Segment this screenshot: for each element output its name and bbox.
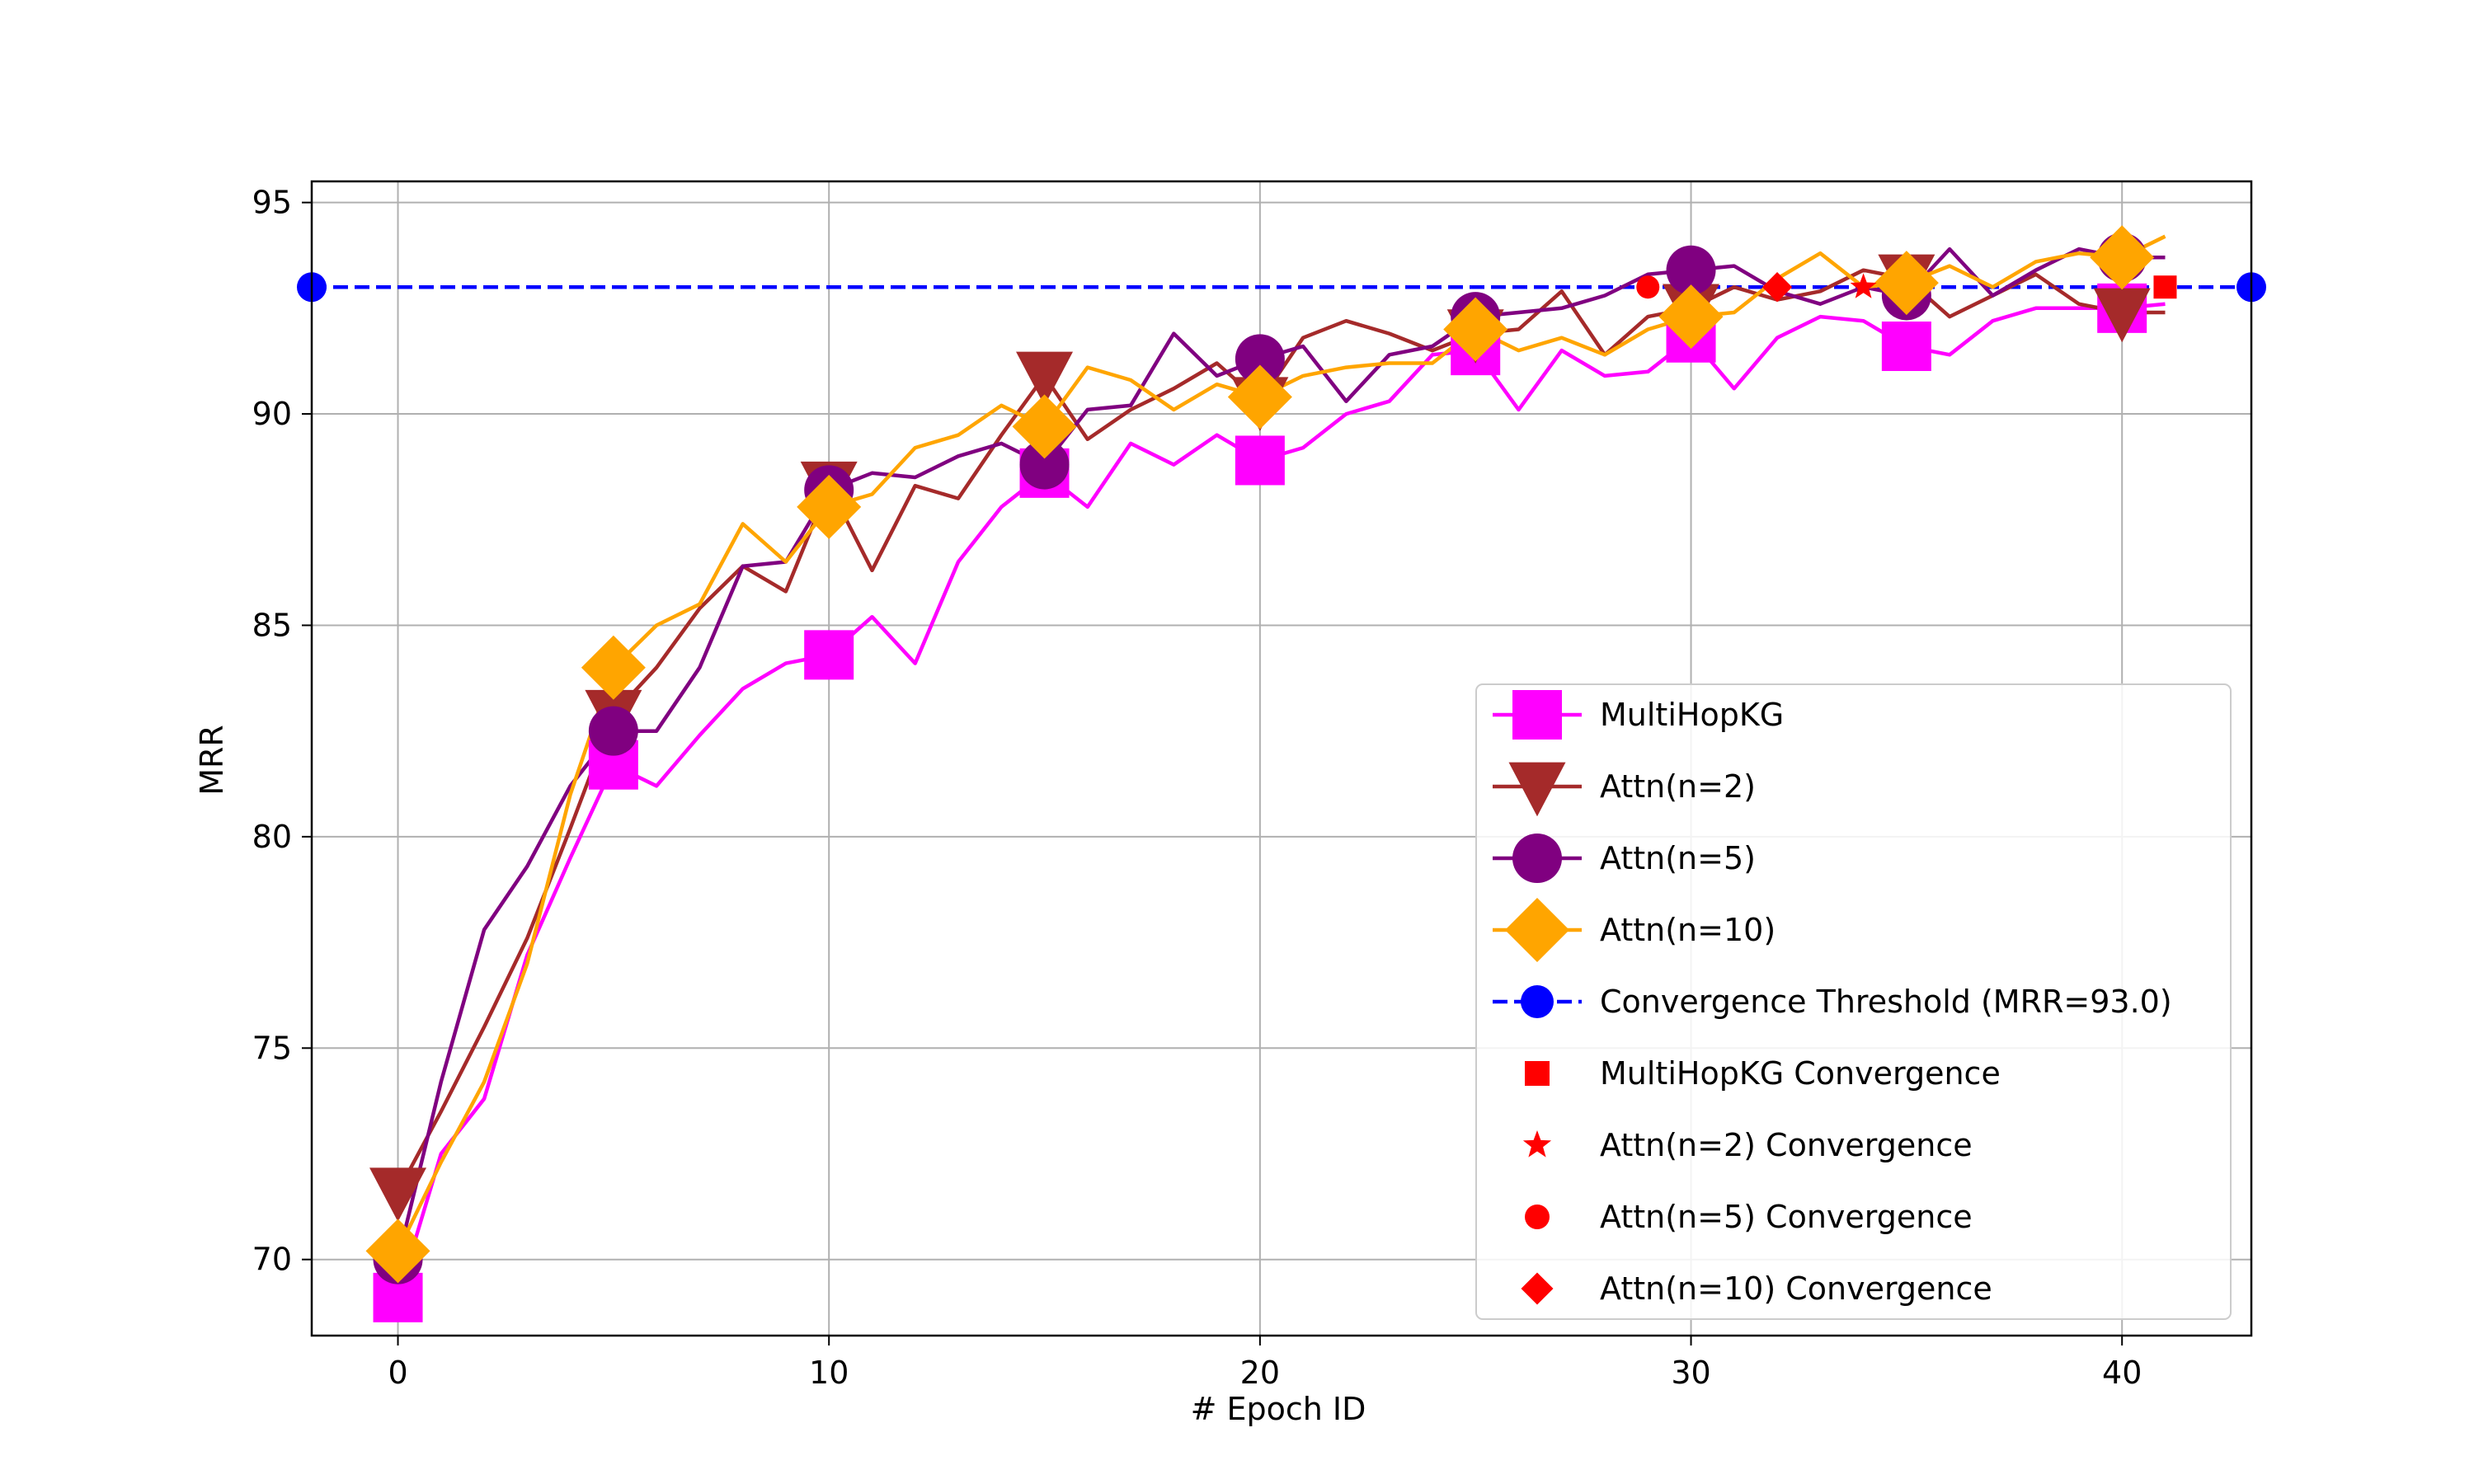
- x-tick-label: 10: [809, 1355, 849, 1391]
- convergence-point: [2153, 275, 2177, 299]
- series-marker: [1235, 435, 1285, 486]
- legend-marker: [1521, 985, 1554, 1018]
- series-marker: [2090, 225, 2155, 290]
- plot-area: 0 10 20 30 40 70 75 80 85 90 95: [252, 180, 2266, 1391]
- convergence-point: [1850, 273, 1877, 298]
- series-marker: [1019, 439, 1070, 490]
- legend-label: Attn(n=2): [1600, 768, 1756, 805]
- legend-box: [1475, 683, 2232, 1320]
- legend-marker: [1525, 1205, 1550, 1229]
- legend-marker: [1508, 762, 1566, 817]
- series-marker: [1227, 364, 1292, 430]
- series-marker: [1666, 245, 1716, 295]
- series-marker: [581, 635, 646, 700]
- y-tick-label: 85: [252, 607, 292, 643]
- series-marker: [365, 1219, 430, 1284]
- legend-label: Attn(n=10) Convergence: [1600, 1270, 1992, 1307]
- legend-marker: [1521, 1272, 1554, 1305]
- y-tick-label: 80: [252, 819, 292, 855]
- x-tick-label: 0: [388, 1355, 407, 1391]
- axes-frame: [310, 180, 2253, 1337]
- series-marker: [1658, 284, 1724, 350]
- y-tick-label: 90: [252, 396, 292, 432]
- series-marker: [1881, 322, 1931, 371]
- convergence-point: [1636, 275, 1660, 299]
- series-marker: [1012, 394, 1077, 459]
- convergence-point: [1761, 272, 1793, 303]
- series-marker: [1016, 351, 1074, 406]
- x-tick-label: 40: [2102, 1355, 2142, 1391]
- x-tick-label: 30: [1671, 1355, 1710, 1391]
- legend-label: Attn(n=2) Convergence: [1600, 1127, 1973, 1163]
- legend-marker: [1512, 834, 1562, 883]
- series-marker: [797, 474, 862, 539]
- y-tick-label: 70: [252, 1242, 292, 1278]
- y-tick-label: 75: [252, 1030, 292, 1066]
- x-axis-label: # Epoch ID: [1191, 1391, 1366, 1427]
- series-marker: [1235, 334, 1285, 384]
- y-axis-label: MRR: [194, 725, 230, 796]
- legend-marker: [1505, 898, 1569, 962]
- legend-label: Attn(n=5) Convergence: [1600, 1199, 1973, 1235]
- series-marker: [2093, 288, 2151, 343]
- legend-label: MultiHopKG Convergence: [1600, 1055, 2001, 1092]
- legend-marker: [1525, 1061, 1550, 1086]
- series-marker: [1443, 297, 1508, 362]
- legend-label: Convergence Threshold (MRR=93.0): [1600, 984, 2172, 1020]
- legend-marker: [1522, 1130, 1552, 1158]
- series-marker: [1874, 251, 1939, 316]
- legend-label: MultiHopKG: [1600, 697, 1784, 733]
- legend: MultiHopKG Attn(n=2) Attn(n=5) Attn(n=10) Co…: [1475, 683, 2232, 1320]
- y-tick-label: 95: [252, 185, 292, 221]
- x-tick-label: 20: [1240, 1355, 1280, 1391]
- legend-marker: [1512, 690, 1562, 740]
- legend-label: Attn(n=10): [1600, 912, 1776, 948]
- series-marker: [804, 630, 854, 680]
- legend-label: Attn(n=5): [1600, 840, 1756, 876]
- series-marker: [369, 1167, 427, 1222]
- series-marker: [588, 706, 638, 756]
